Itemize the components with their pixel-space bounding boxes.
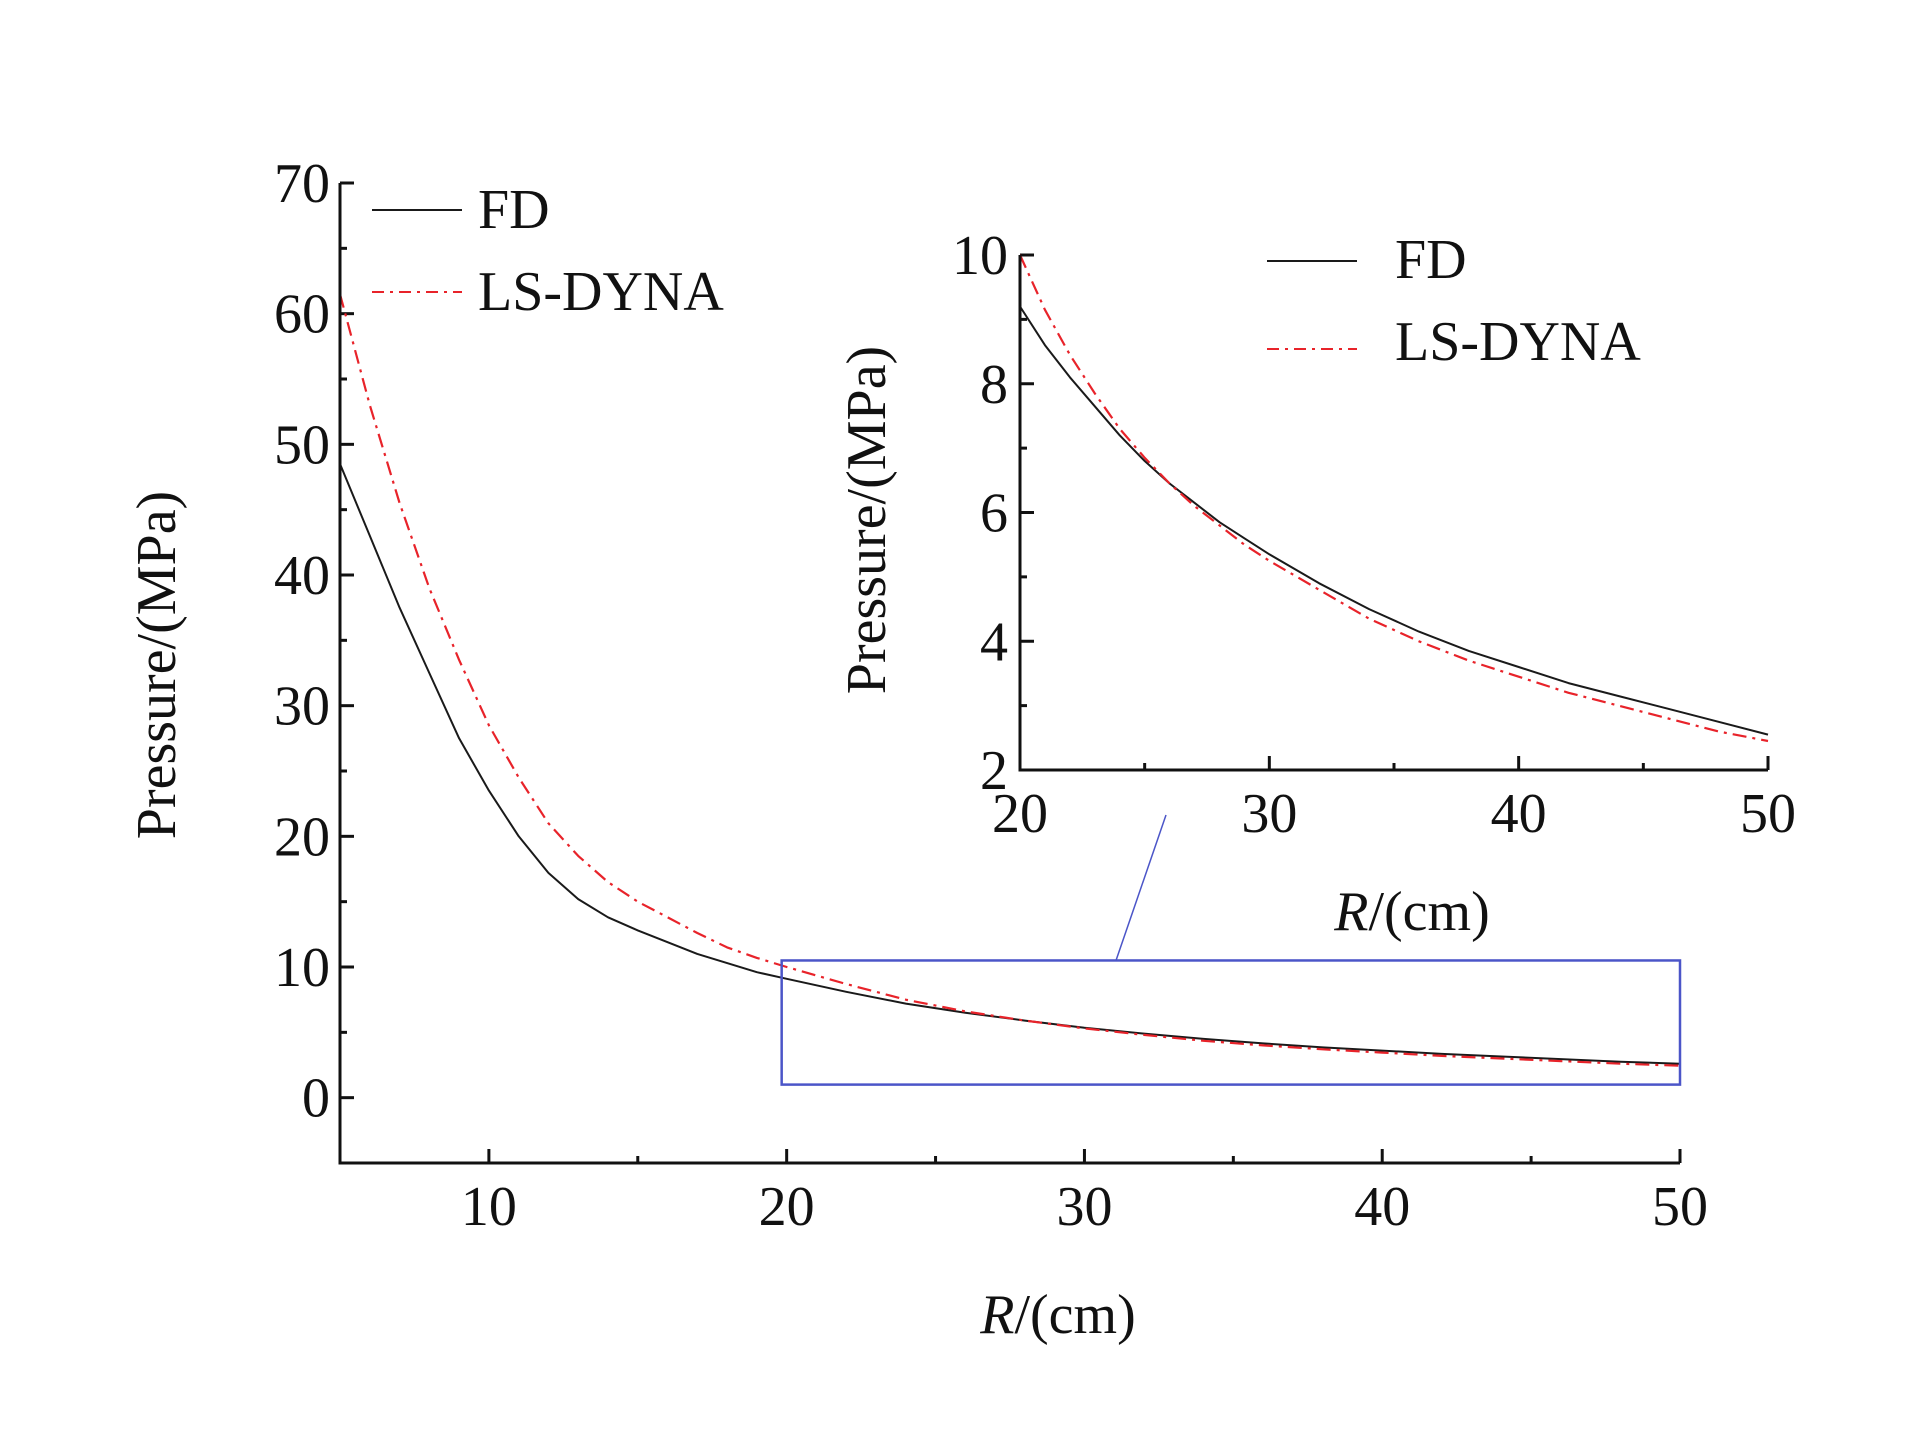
main-y-tick-label: 10 [274, 937, 330, 999]
main-y-tick-label: 20 [274, 806, 330, 868]
main-legend-lsdyna-label: LS-DYNA [478, 261, 724, 323]
main-x-tick-label: 40 [1354, 1176, 1410, 1238]
inset-y-tick-label: 6 [980, 483, 1008, 545]
main-x-tick-label: 30 [1056, 1176, 1112, 1238]
inset-x-tick-label: 30 [1241, 783, 1297, 845]
inset-legend-fd-label: FD [1395, 229, 1467, 291]
inset-series-group [1018, 254, 1769, 743]
inset-y-tick-label: 8 [980, 354, 1008, 416]
main-y-tick-label: 50 [274, 414, 330, 476]
inset-series-fd-line [1019, 305, 1769, 736]
inset-axis-ticks: 20 30 40 50 2 4 6 8 10 [952, 225, 1796, 845]
zoom-region-box [780, 959, 1682, 1086]
main-chart: 10 20 30 40 50 0 10 20 30 40 50 60 70 FD LS-DYNA Pre… [126, 153, 1708, 1346]
inset-y-tick-label: 2 [980, 740, 1008, 802]
zoom-connector-line [1115, 814, 1167, 961]
main-y-tick-label: 60 [274, 284, 330, 346]
inset-x-tick-label: 20 [992, 783, 1048, 845]
main-x-tick-label: 50 [1652, 1176, 1708, 1238]
inset-x-tick-label: 40 [1491, 783, 1547, 845]
main-x-tick-label: 20 [759, 1176, 815, 1238]
main-legend: FD LS-DYNA [372, 179, 724, 323]
inset-chart: 20 30 40 50 2 4 6 8 10 FD LS-DYNA Pressure/(MPa)… [836, 225, 1796, 943]
inset-axes-frame [1018, 255, 1768, 772]
inset-x-axis-title: R/(cm) [1333, 881, 1490, 943]
main-y-tick-label: 70 [274, 153, 330, 215]
main-series-lsdyna-line [338, 293, 1681, 1067]
main-x-axis-title: R/(cm) [979, 1284, 1136, 1346]
inset-legend: FD LS-DYNA [1267, 229, 1641, 373]
main-x-axis-title-symbol: R [979, 1284, 1014, 1346]
inset-x-axis-title-symbol: R [1333, 881, 1368, 943]
main-y-tick-label: 0 [302, 1068, 330, 1130]
inset-legend-lsdyna-label: LS-DYNA [1395, 311, 1641, 373]
main-y-tick-label: 40 [274, 545, 330, 607]
main-y-axis-title: Pressure/(MPa) [126, 491, 188, 839]
main-axes-frame [338, 183, 1680, 1165]
main-axis-ticks: 10 20 30 40 50 0 10 20 30 40 50 60 70 [274, 153, 1708, 1238]
main-legend-fd-label: FD [478, 179, 550, 241]
main-x-tick-label: 10 [461, 1176, 517, 1238]
inset-y-tick-label: 10 [952, 225, 1008, 287]
main-series-fd-line [339, 463, 1681, 1065]
inset-y-axis-title: Pressure/(MPa) [836, 346, 898, 694]
inset-x-tick-label: 50 [1740, 783, 1796, 845]
inset-y-tick-label: 4 [980, 611, 1008, 673]
main-x-axis-title-unit: /(cm) [1014, 1284, 1135, 1346]
inset-series-lsdyna-line [1018, 254, 1769, 743]
main-series-group [338, 293, 1681, 1067]
main-y-tick-label: 30 [274, 676, 330, 738]
inset-x-axis-title-unit: /(cm) [1368, 881, 1489, 943]
